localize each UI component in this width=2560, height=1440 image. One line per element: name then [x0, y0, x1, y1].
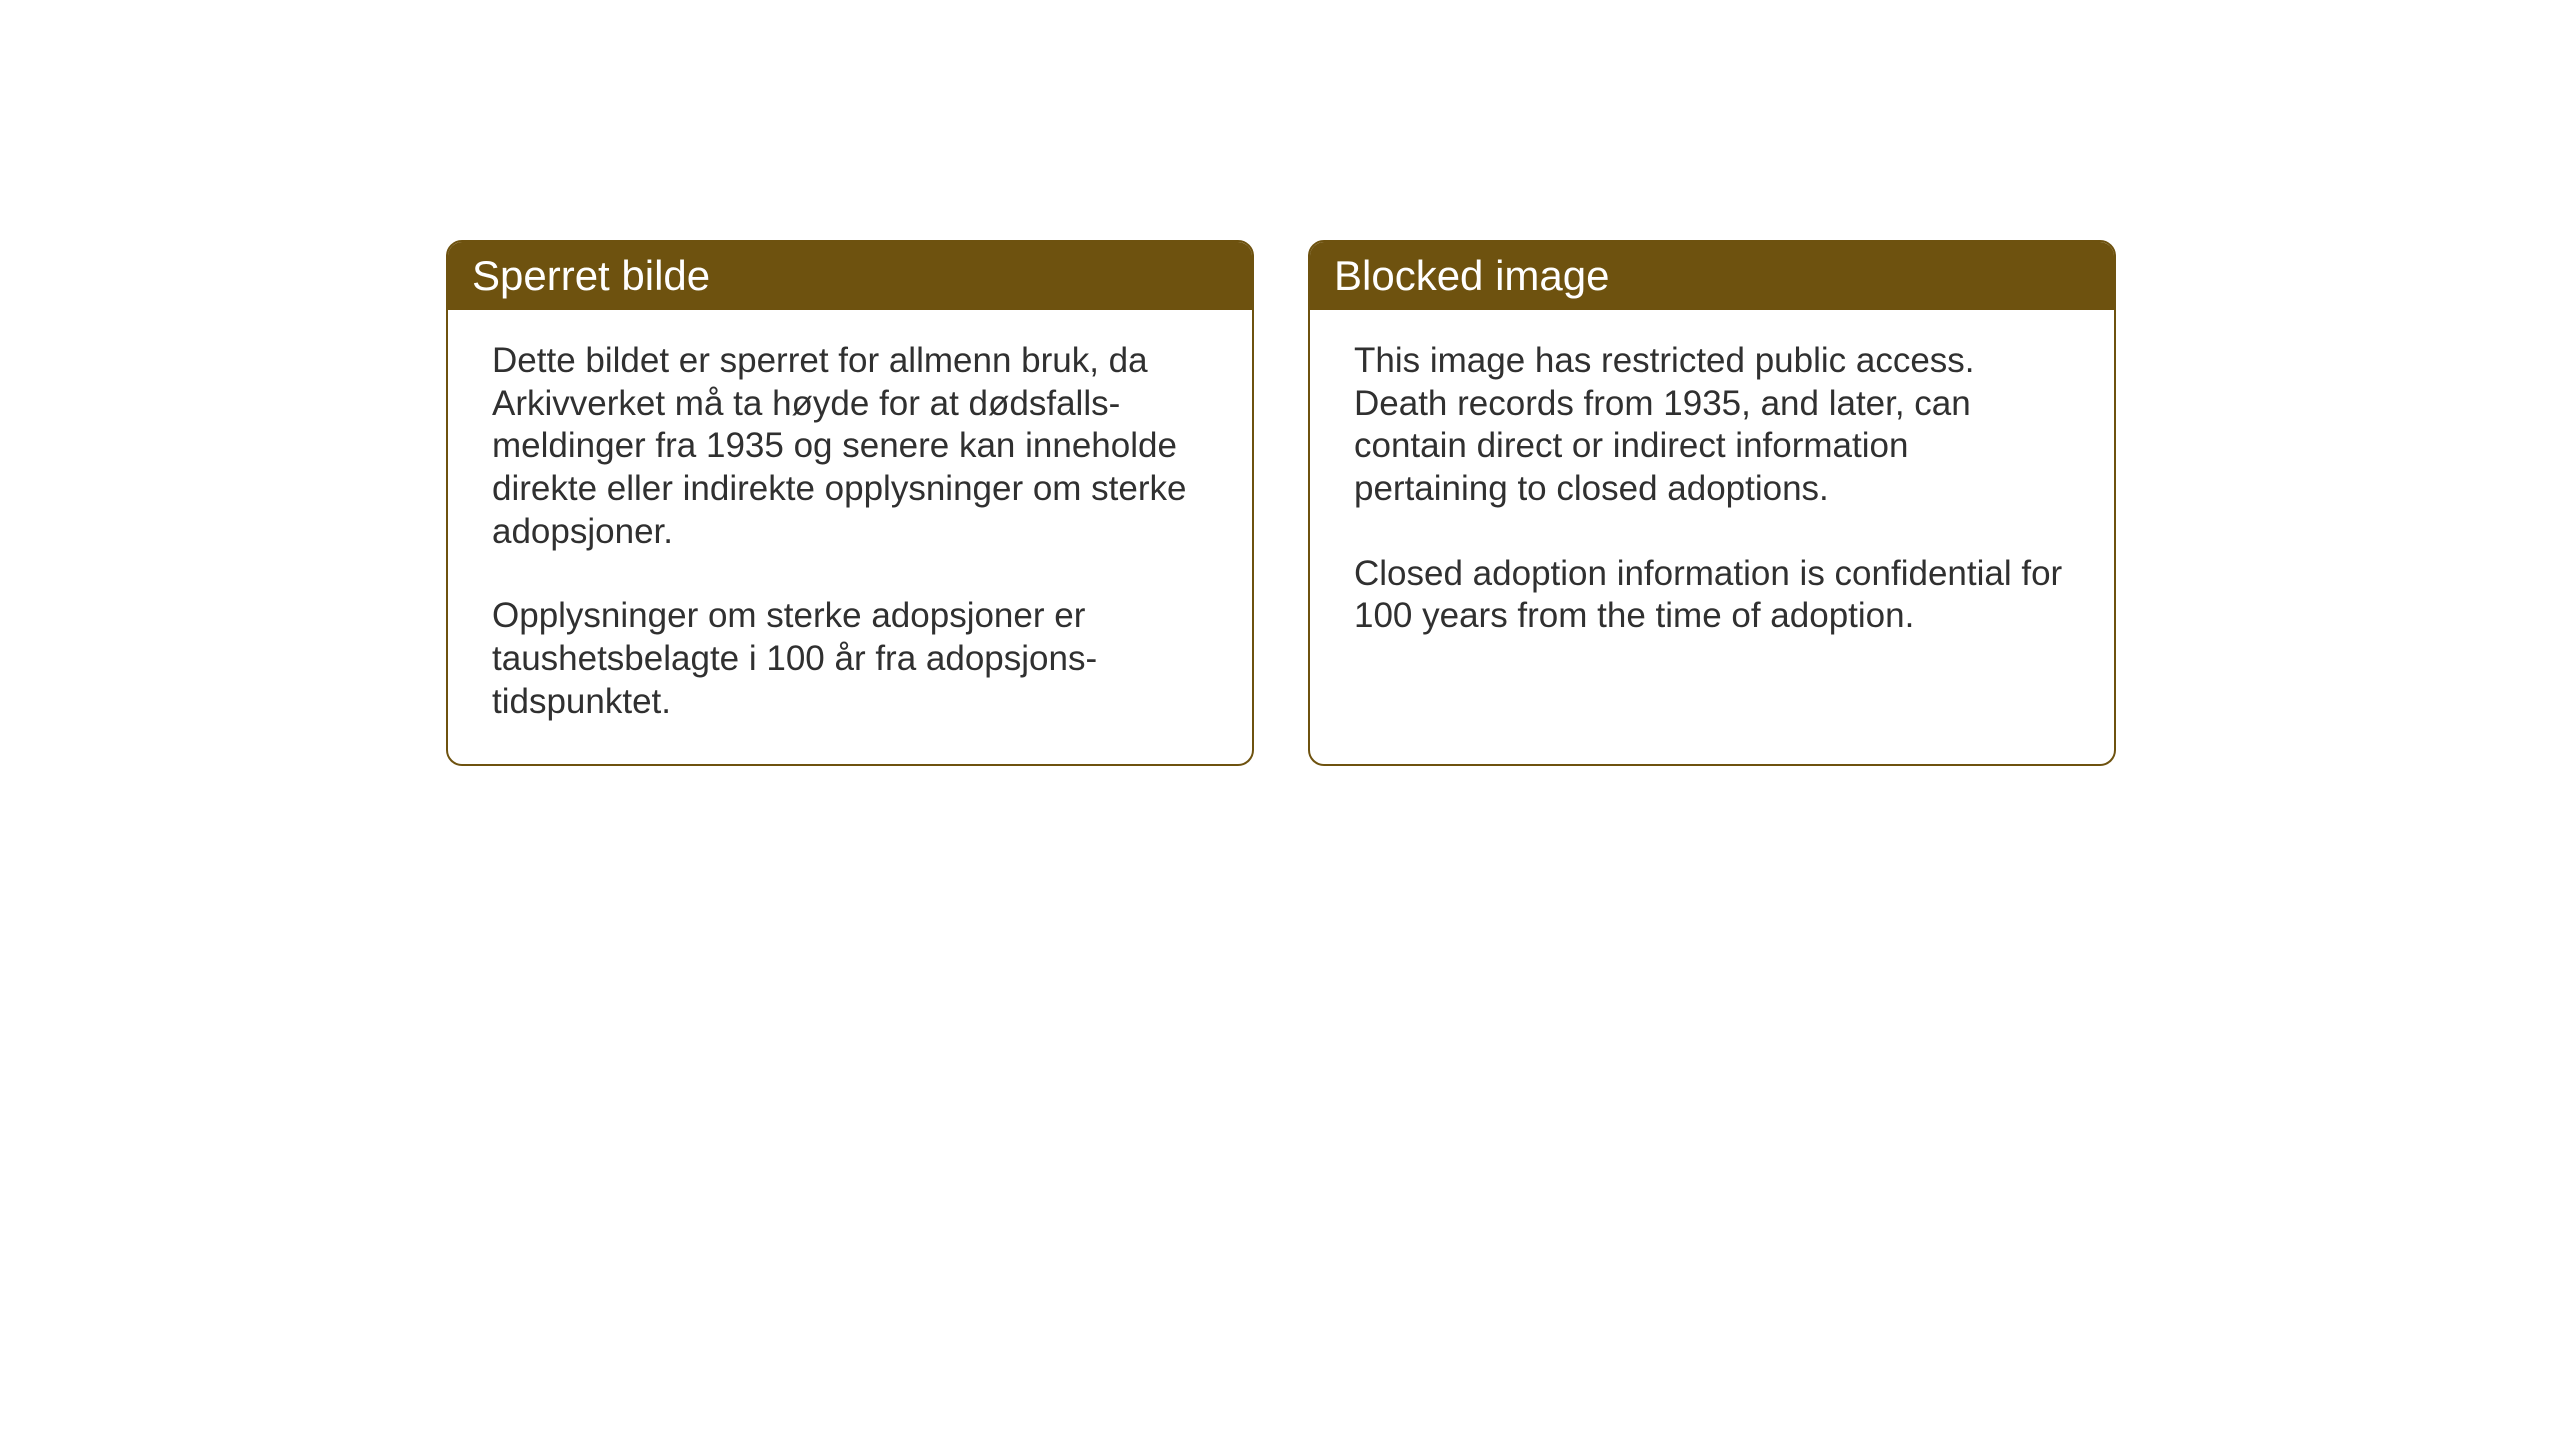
- card-title-english: Blocked image: [1334, 252, 1609, 299]
- card-header-norwegian: Sperret bilde: [448, 242, 1252, 310]
- paragraph-2-norwegian: Opplysninger om sterke adopsjoner er tau…: [492, 595, 1208, 723]
- notice-card-norwegian: Sperret bilde Dette bildet er sperret fo…: [446, 240, 1254, 766]
- card-header-english: Blocked image: [1310, 242, 2114, 310]
- notice-cards-container: Sperret bilde Dette bildet er sperret fo…: [446, 240, 2116, 766]
- notice-card-english: Blocked image This image has restricted …: [1308, 240, 2116, 766]
- paragraph-1-norwegian: Dette bildet er sperret for allmenn bruk…: [492, 340, 1208, 553]
- paragraph-1-english: This image has restricted public access.…: [1354, 340, 2070, 511]
- card-body-english: This image has restricted public access.…: [1310, 310, 2114, 678]
- card-body-norwegian: Dette bildet er sperret for allmenn bruk…: [448, 310, 1252, 764]
- card-title-norwegian: Sperret bilde: [472, 252, 710, 299]
- paragraph-2-english: Closed adoption information is confident…: [1354, 553, 2070, 638]
